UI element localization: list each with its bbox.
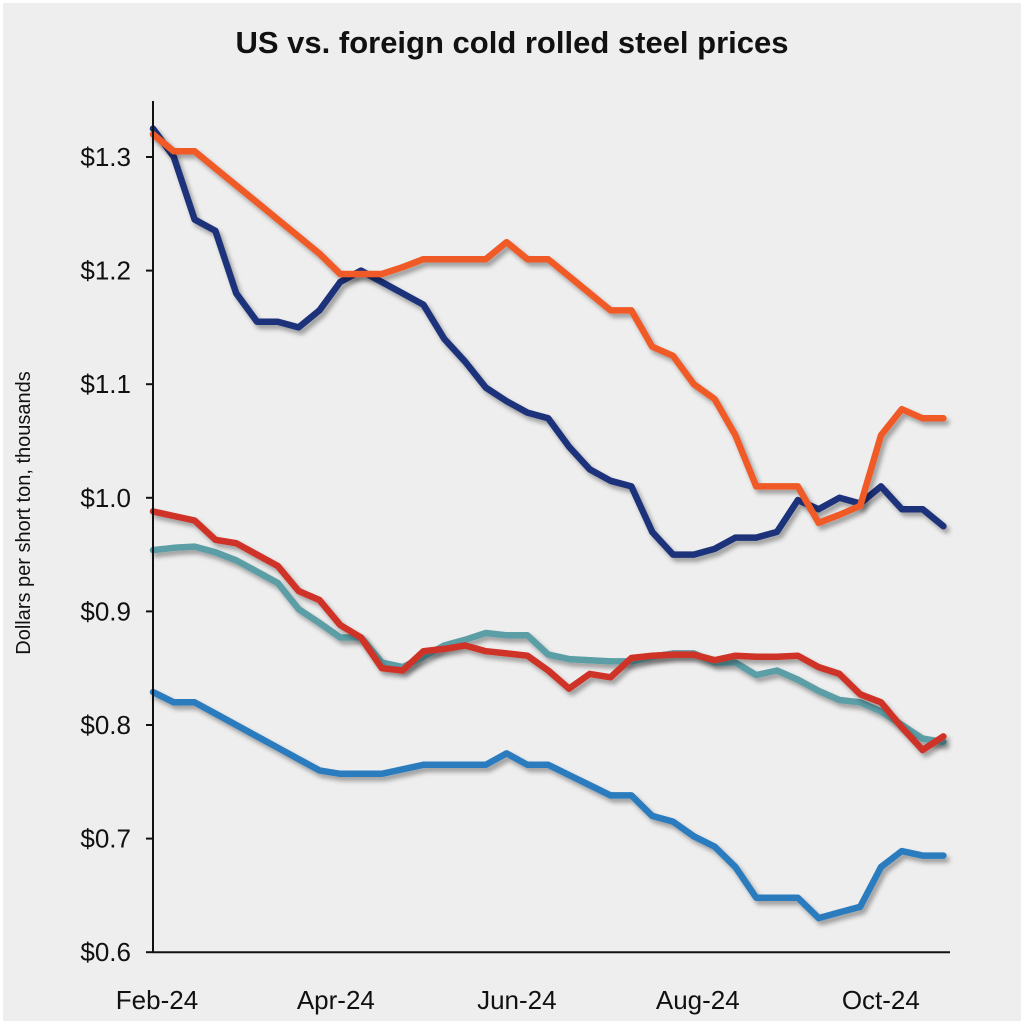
- x-tick-label: Aug-24: [656, 985, 740, 1015]
- series-line-1: [149, 131, 947, 527]
- y-tick-label: $0.7: [80, 824, 131, 854]
- x-tick-label: Feb-24: [116, 985, 198, 1015]
- y-tick-label: $0.6: [80, 937, 131, 967]
- chart-title: US vs. foreign cold rolled steel prices: [235, 25, 789, 60]
- y-tick-label: $1.0: [80, 483, 131, 513]
- y-axis-label: Dollars per short ton, thousands: [13, 371, 35, 655]
- line-chart: Dollars per short ton, thousands $1.3 $1.…: [13, 101, 950, 1015]
- y-tick-label: $1.1: [80, 369, 131, 399]
- y-tick-label: $0.9: [80, 596, 131, 626]
- series-line-3: [149, 508, 947, 754]
- series-line-2: [149, 125, 947, 558]
- chart-container: US vs. foreign cold rolled steel prices …: [3, 3, 1021, 1021]
- x-tick-label: Oct-24: [842, 985, 920, 1015]
- series-line-4: [149, 543, 947, 746]
- y-tick-label: $1.3: [80, 142, 131, 172]
- y-tick-label: $0.8: [80, 710, 131, 740]
- x-tick-label: Jun-24: [477, 985, 557, 1015]
- series-line-5: [149, 688, 947, 922]
- x-tick-label: Apr-24: [297, 985, 375, 1015]
- y-tick-label: $1.2: [80, 256, 131, 286]
